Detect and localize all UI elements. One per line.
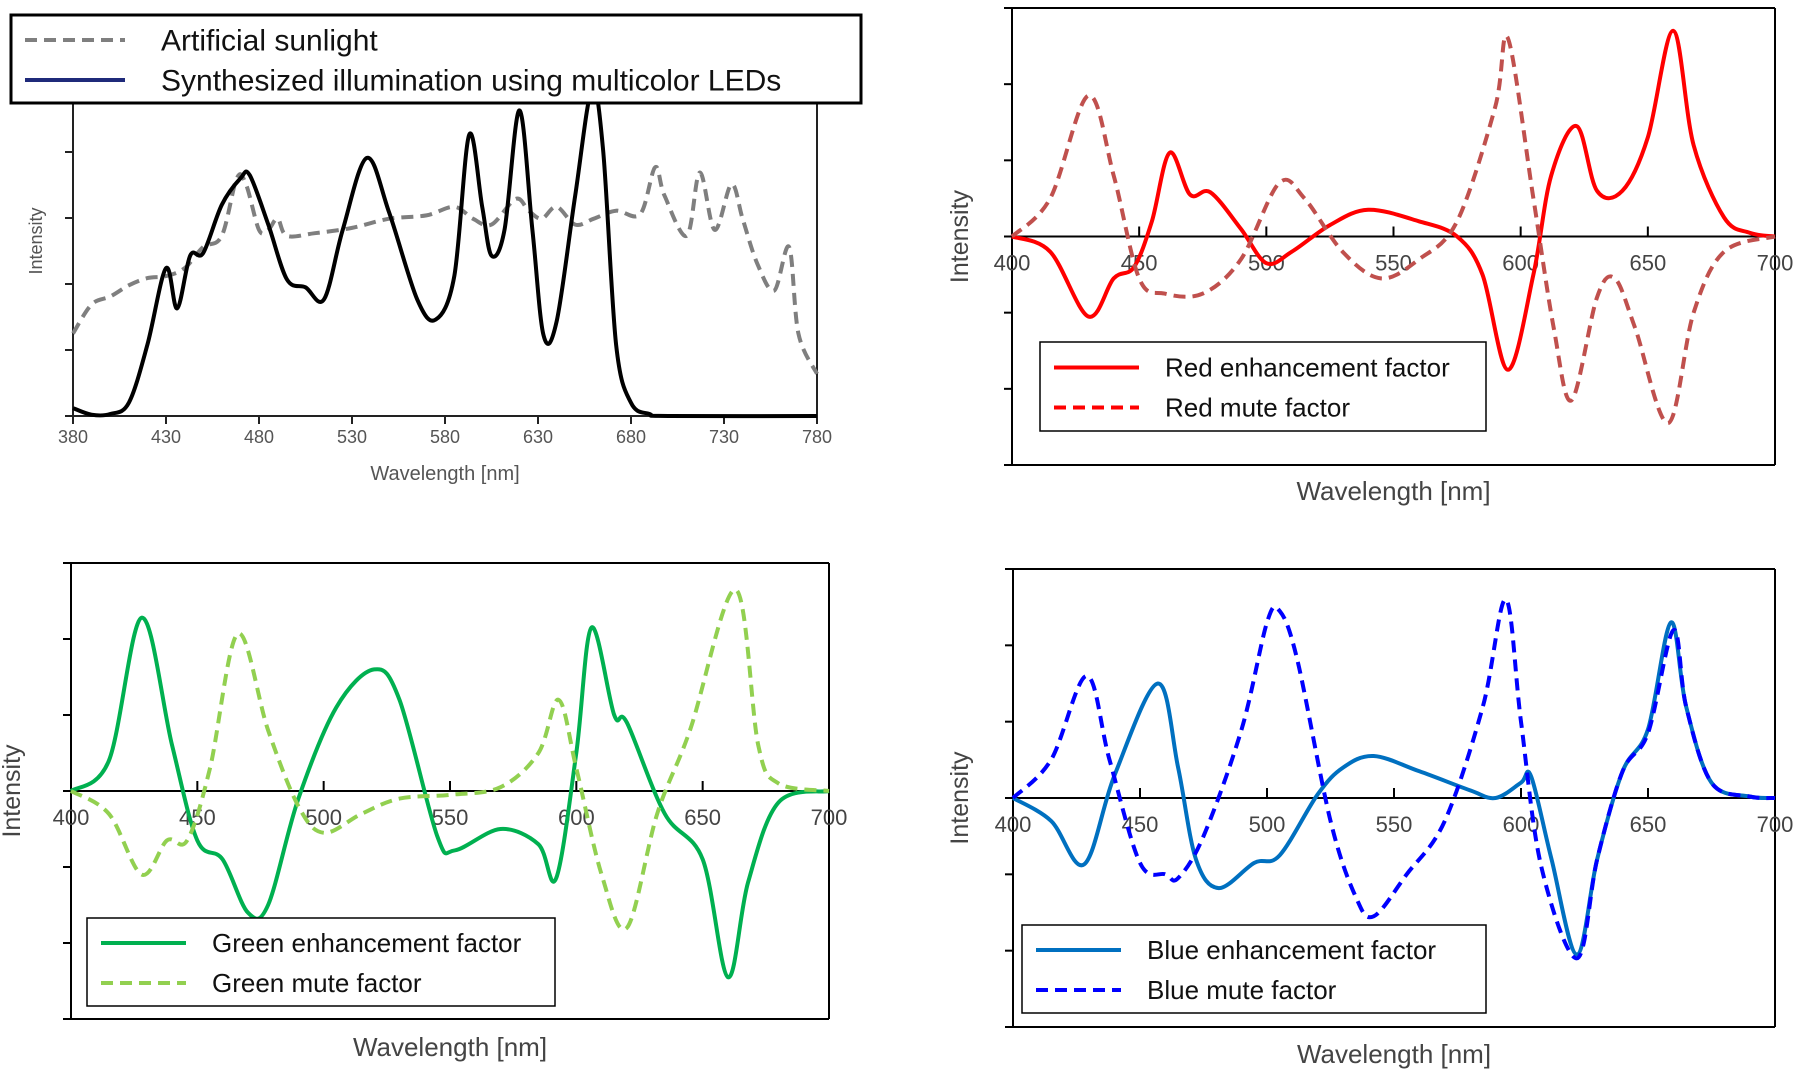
x-tick-label: 450 bbox=[1122, 812, 1159, 837]
legend-label: Red enhancement factor bbox=[1165, 353, 1450, 383]
x-axis-label: Wavelength [nm] bbox=[370, 463, 519, 485]
x-tick-label: 480 bbox=[244, 427, 274, 447]
series-line-2 bbox=[69, 587, 830, 932]
x-axis-label: Wavelength [nm] bbox=[1296, 476, 1490, 506]
legend: Green enhancement factor Green mute facto… bbox=[86, 917, 556, 1007]
x-tick-label: 700 bbox=[1757, 251, 1794, 276]
y-axis-label: Intensity bbox=[0, 744, 26, 838]
x-tick-label: 780 bbox=[802, 427, 832, 447]
legend-label: Blue enhancement factor bbox=[1147, 935, 1436, 965]
series-line-2 bbox=[72, 85, 818, 419]
x-tick-label: 700 bbox=[811, 805, 848, 830]
x-tick-label: 380 bbox=[58, 427, 88, 447]
series-line-1 bbox=[1011, 620, 1776, 957]
legend-label: Red mute factor bbox=[1165, 393, 1350, 423]
x-tick-label: 400 bbox=[53, 805, 90, 830]
x-axis-label: Wavelength [nm] bbox=[353, 1032, 547, 1062]
x-tick-label: 430 bbox=[151, 427, 181, 447]
x-tick-label: 650 bbox=[1629, 251, 1666, 276]
x-tick-label: 700 bbox=[1757, 812, 1794, 837]
legend-label: Green enhancement factor bbox=[212, 928, 522, 958]
x-tick-label: 400 bbox=[994, 251, 1031, 276]
y-axis-label: Intensity bbox=[946, 751, 974, 845]
y-axis-label: Intensity bbox=[26, 207, 46, 274]
series-line-1 bbox=[1011, 28, 1776, 372]
series-line-1 bbox=[69, 615, 830, 980]
chart-1: 380 430 480 530 580 630 680 730 780 Wavelength [n… bbox=[9, 13, 863, 485]
legend-box bbox=[9, 13, 863, 105]
series-line-2 bbox=[1010, 33, 1776, 426]
x-tick-label: 650 bbox=[684, 805, 721, 830]
x-tick-label: 580 bbox=[430, 427, 460, 447]
y-axis-label: Intensity bbox=[946, 189, 974, 283]
x-tick-label: 680 bbox=[616, 427, 646, 447]
x-axis-label: Wavelength [nm] bbox=[1297, 1039, 1491, 1069]
x-tick-label: 530 bbox=[337, 427, 367, 447]
legend: Red enhancement factor Red mute factor bbox=[1039, 341, 1487, 432]
legend-box bbox=[1039, 341, 1487, 432]
legend-label: Blue mute factor bbox=[1147, 975, 1337, 1005]
x-tick-label: 730 bbox=[709, 427, 739, 447]
x-tick-label: 550 bbox=[1376, 812, 1413, 837]
x-tick-label: 500 bbox=[1249, 812, 1286, 837]
legend-box bbox=[86, 917, 556, 1007]
series-line-2 bbox=[1011, 597, 1776, 961]
legend-label: Synthesized illumination using multicolo… bbox=[161, 65, 781, 98]
x-tick-label: 500 bbox=[305, 805, 342, 830]
x-tick-label: 630 bbox=[523, 427, 553, 447]
x-tick-label: 650 bbox=[1630, 812, 1667, 837]
legend: Artificial sunlight Synthesized illuminat… bbox=[9, 13, 863, 105]
legend-label: Green mute factor bbox=[212, 968, 422, 998]
legend-label: Artificial sunlight bbox=[161, 25, 378, 58]
x-tick-label: 400 bbox=[995, 812, 1032, 837]
x-tick-label: 550 bbox=[432, 805, 469, 830]
x-tick-label: 550 bbox=[1375, 251, 1412, 276]
legend-box bbox=[1021, 924, 1487, 1014]
series-line-1 bbox=[71, 165, 819, 375]
legend: Blue enhancement factor Blue mute factor bbox=[1021, 924, 1487, 1014]
